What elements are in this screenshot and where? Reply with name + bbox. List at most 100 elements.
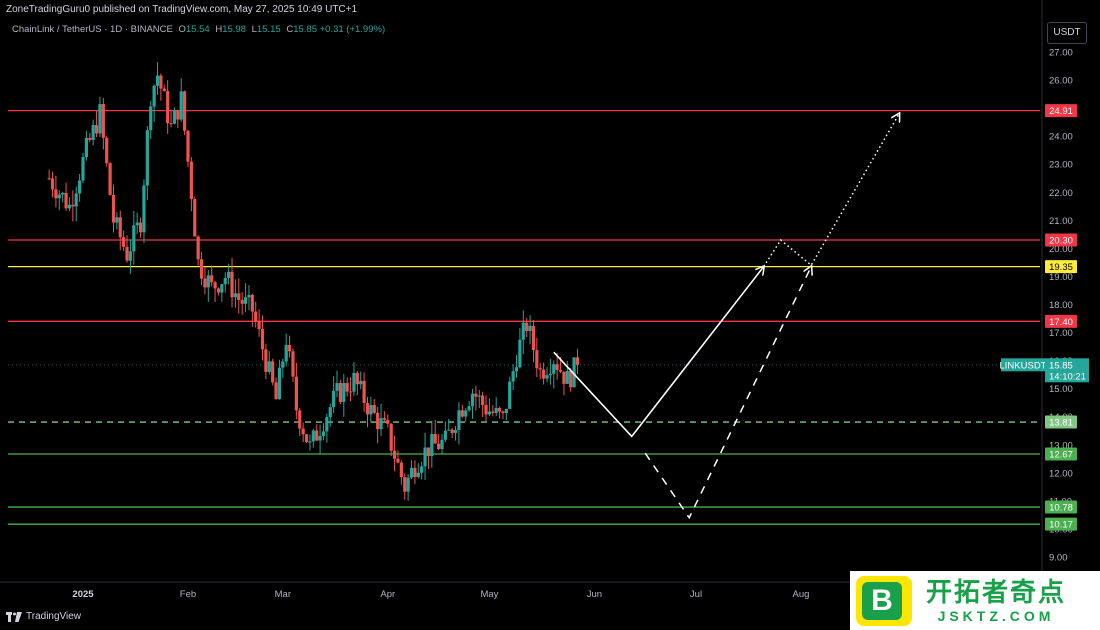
candle-body xyxy=(379,418,383,430)
y-tick-label: 21.00 xyxy=(1049,216,1073,227)
y-tick-label: 27.00 xyxy=(1049,48,1073,59)
candle-body xyxy=(392,450,397,459)
candle-body xyxy=(575,357,580,365)
level-price-label: 24.91 xyxy=(1049,106,1073,117)
candle-body xyxy=(176,110,180,120)
candle-body xyxy=(311,430,315,442)
candle-body xyxy=(101,104,105,138)
candle-body xyxy=(155,75,160,86)
candle-body xyxy=(291,351,295,377)
level-price-tag xyxy=(1045,260,1077,274)
level-price-tag xyxy=(1045,104,1077,118)
y-tick-label: 9.00 xyxy=(1049,553,1068,564)
candle-body xyxy=(406,477,410,492)
candle-body xyxy=(542,369,546,379)
publisher-line: ZoneTradingGuru0 published on TradingVie… xyxy=(6,4,358,15)
candle-body xyxy=(545,375,549,379)
candle-body xyxy=(321,431,326,436)
price-tag-countdown: 14:10:21 xyxy=(1049,371,1086,382)
candle-body xyxy=(233,293,238,298)
level-price-tag xyxy=(1045,415,1077,429)
candle-body xyxy=(525,322,529,331)
candle-body xyxy=(189,161,193,200)
candle-body xyxy=(440,439,444,450)
candle-body xyxy=(172,110,177,124)
close-value: 15.85 xyxy=(293,24,317,35)
candle-body xyxy=(254,311,258,322)
candle-body xyxy=(138,222,143,233)
candle-body xyxy=(437,443,441,450)
candle-body xyxy=(54,189,58,199)
candle-body xyxy=(558,369,563,372)
candle-body xyxy=(281,361,285,368)
level-price-label: 12.67 xyxy=(1049,450,1073,461)
candle-body xyxy=(338,383,342,402)
candle-body xyxy=(78,180,82,194)
candle-body xyxy=(122,237,126,247)
candle-body xyxy=(220,284,224,293)
tradingview-logo[interactable]: TradingView xyxy=(6,611,81,622)
candle-body xyxy=(477,395,481,397)
level-price-label: 10.78 xyxy=(1049,503,1073,514)
candle-body xyxy=(447,429,451,431)
candle-body xyxy=(514,367,519,372)
currency-button[interactable]: USDT xyxy=(1047,22,1087,44)
candle-body xyxy=(301,428,305,435)
candle-body xyxy=(260,329,265,350)
x-tick-label: Apr xyxy=(380,589,395,600)
candle-body xyxy=(430,433,434,456)
candle-body xyxy=(372,404,376,413)
x-tick-label: Jun xyxy=(587,589,602,600)
candle-body xyxy=(118,217,122,238)
candle-body xyxy=(193,199,197,237)
level-price-label: 19.35 xyxy=(1049,262,1073,273)
candle-body xyxy=(487,411,492,415)
candle-body xyxy=(213,282,217,289)
symbol-name: ChainLink / TetherUS · 1D · BINANCE xyxy=(12,24,173,35)
candle-body xyxy=(115,217,119,223)
candle-body xyxy=(501,411,505,414)
candle-body xyxy=(572,357,576,388)
y-tick-label: 24.00 xyxy=(1049,132,1073,143)
candle-body xyxy=(162,88,166,92)
candle-body xyxy=(71,204,75,207)
candle-body xyxy=(91,125,95,140)
candle-body xyxy=(108,163,112,195)
y-tick-label: 23.00 xyxy=(1049,160,1073,171)
price-tag-bg xyxy=(1045,358,1089,383)
candle-body xyxy=(457,410,461,431)
symbol-info: ChainLink / TetherUS · 1D · BINANCE O15.… xyxy=(12,24,386,35)
candle-body xyxy=(426,447,431,456)
candle-body xyxy=(494,407,498,413)
candle-body xyxy=(125,246,129,261)
candle-body xyxy=(369,404,373,415)
candle-body xyxy=(345,383,349,392)
candle-body xyxy=(183,91,187,131)
candle-body xyxy=(416,472,420,478)
candle-body xyxy=(142,185,146,233)
candle-body xyxy=(304,434,309,443)
projection-dashed-path xyxy=(644,267,811,520)
candle-body xyxy=(267,361,271,372)
candle-body xyxy=(159,75,163,89)
candle-body xyxy=(359,380,363,385)
candle-body xyxy=(352,372,356,392)
watermark: B 开拓者奇点 JSKTZ.COM xyxy=(850,571,1100,630)
candle-body xyxy=(67,204,72,209)
candle-body xyxy=(511,371,515,382)
candle-body xyxy=(57,194,61,199)
candle-body xyxy=(61,192,65,195)
candle-body xyxy=(521,322,525,340)
candle-body xyxy=(548,373,552,376)
candle-body xyxy=(365,402,370,415)
candle-body xyxy=(166,91,170,124)
candle-body xyxy=(264,349,268,372)
y-tick-label: 22.00 xyxy=(1049,188,1073,199)
candle-body xyxy=(399,462,403,478)
price-tag-value: 15.85 xyxy=(1049,360,1073,371)
candle-body xyxy=(460,410,464,417)
level-price-tag xyxy=(1045,500,1077,514)
level-price-label: 13.81 xyxy=(1049,418,1073,429)
